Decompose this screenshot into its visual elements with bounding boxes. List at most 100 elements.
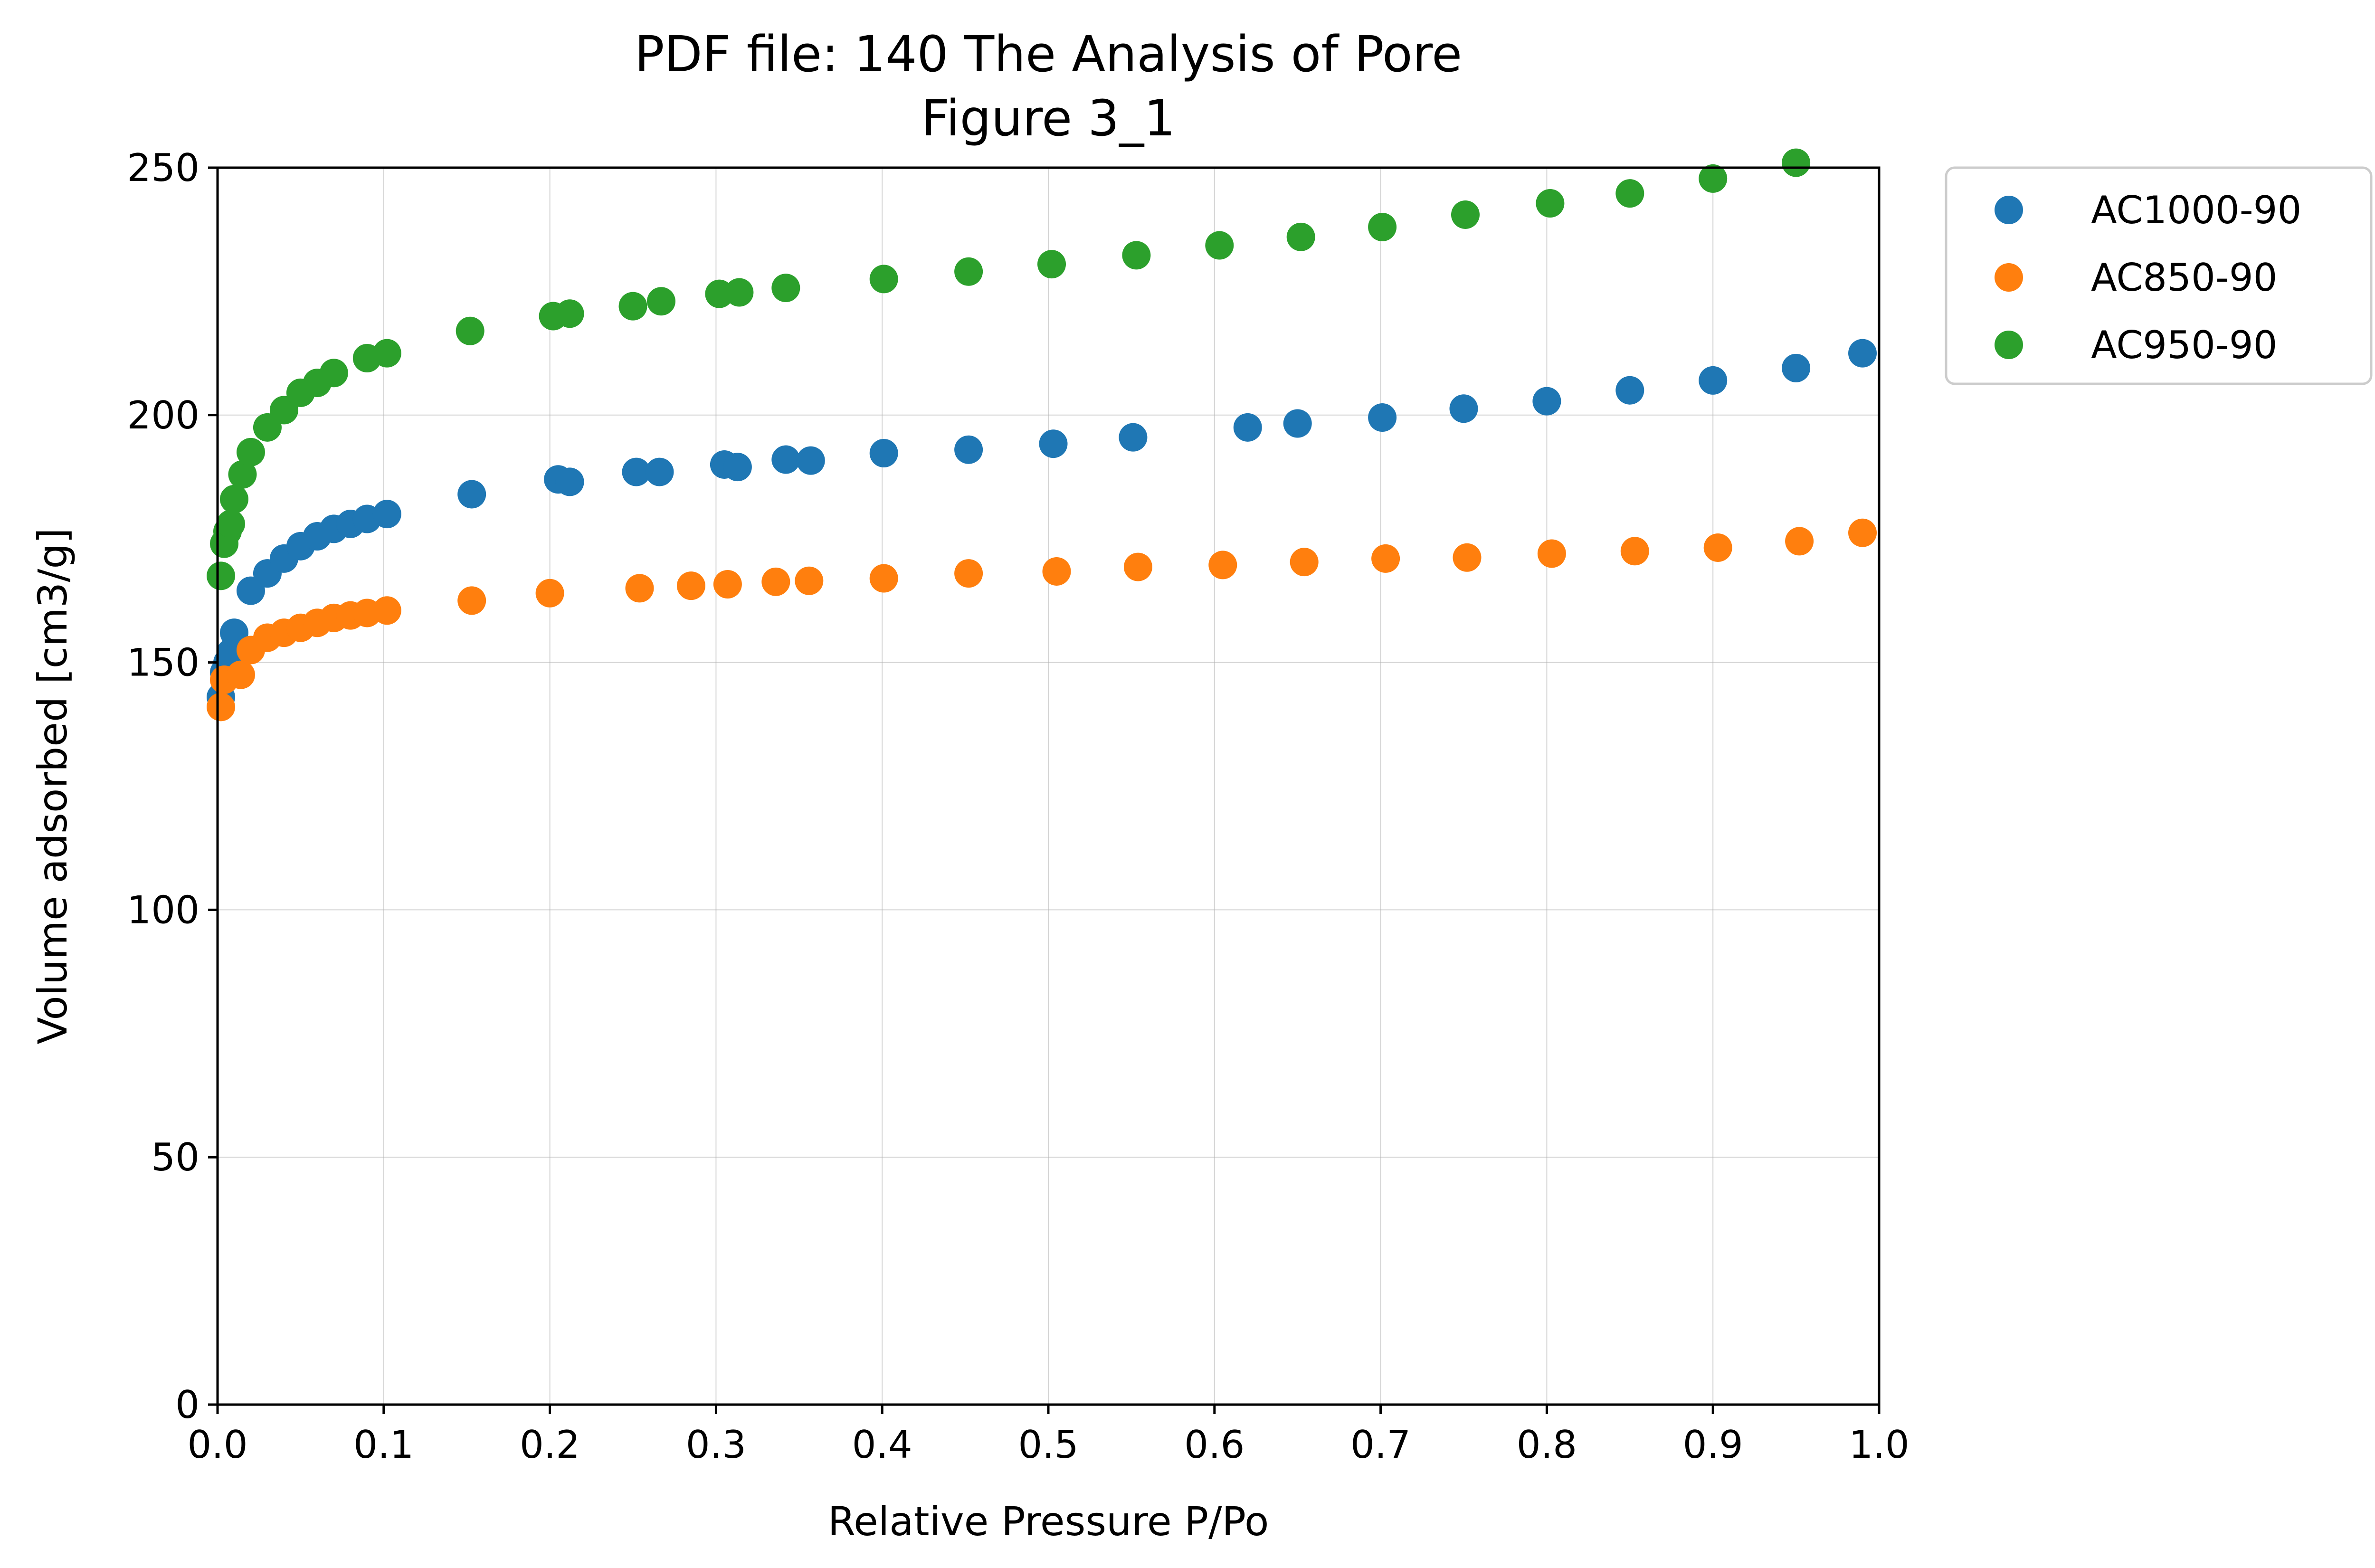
- data-point: [236, 437, 265, 466]
- data-point: [456, 316, 484, 345]
- data-point: [555, 299, 584, 328]
- data-point: [1449, 394, 1478, 423]
- legend-marker: [1995, 331, 2023, 359]
- data-point: [676, 571, 705, 600]
- data-point: [372, 339, 401, 368]
- x-tick-label: 0.1: [353, 1423, 414, 1467]
- data-point: [1536, 189, 1565, 218]
- data-point: [1208, 551, 1237, 580]
- y-tick-label: 250: [127, 146, 200, 190]
- data-point: [1286, 222, 1315, 251]
- data-point: [713, 570, 742, 599]
- data-point: [535, 579, 564, 608]
- data-point: [1451, 200, 1480, 229]
- data-point: [206, 693, 235, 722]
- y-axis-ticks: 0 50 100 150 200 250: [127, 146, 218, 1427]
- data-point: [1699, 164, 1728, 193]
- data-point: [761, 567, 790, 596]
- data-point: [1042, 557, 1071, 586]
- chart-title: PDF file: 140 The Analysis of Pore: [635, 25, 1462, 83]
- data-point: [1368, 212, 1397, 241]
- data-point: [216, 509, 245, 538]
- data-point: [622, 457, 651, 486]
- data-point: [869, 564, 898, 593]
- data-point: [1848, 518, 1877, 547]
- data-point: [1122, 241, 1151, 270]
- data-point: [795, 566, 824, 595]
- data-point: [555, 467, 584, 496]
- data-point: [372, 500, 401, 529]
- data-point: [618, 292, 647, 321]
- x-tick-label: 0.8: [1517, 1423, 1577, 1467]
- data-point: [228, 460, 257, 489]
- data-point: [1699, 366, 1728, 395]
- data-point: [206, 561, 235, 590]
- data-point: [1368, 403, 1397, 432]
- data-point: [771, 274, 800, 303]
- data-point: [372, 596, 401, 625]
- data-point: [1123, 552, 1152, 581]
- y-tick-label: 150: [127, 641, 200, 685]
- legend-box: [1945, 166, 2373, 385]
- data-point: [1453, 543, 1482, 572]
- legend-marker: [1995, 263, 2023, 292]
- legend-marker: [1995, 196, 2023, 224]
- x-tick-label: 0.2: [520, 1423, 580, 1467]
- data-point: [725, 278, 754, 307]
- legend-label: AC950-90: [2091, 323, 2278, 367]
- data-point: [796, 446, 825, 475]
- data-point: [319, 359, 348, 388]
- data-point: [1848, 339, 1877, 368]
- data-point: [457, 480, 486, 509]
- data-point: [1119, 423, 1148, 452]
- data-point: [645, 457, 674, 486]
- y-tick-label: 50: [151, 1135, 200, 1179]
- x-axis-label: Relative Pressure P/Po: [828, 1498, 1269, 1545]
- data-point: [1782, 148, 1811, 177]
- data-point: [723, 453, 752, 482]
- legend-items: AC1000-90 AC850-90 AC950-90: [1995, 188, 2301, 367]
- y-tick-label: 200: [127, 393, 200, 437]
- data-point: [1205, 231, 1234, 260]
- x-tick-label: 0.9: [1683, 1423, 1743, 1467]
- series-AC850-90: [206, 518, 1877, 722]
- data-point: [226, 660, 255, 689]
- data-point: [1283, 409, 1312, 438]
- data-point: [771, 445, 800, 474]
- data-points: [206, 148, 1877, 722]
- data-point: [1785, 527, 1814, 556]
- data-point: [1037, 250, 1066, 279]
- data-point: [1537, 539, 1566, 568]
- data-point: [1371, 544, 1400, 573]
- x-tick-label: 0.3: [686, 1423, 746, 1467]
- data-point: [646, 287, 675, 316]
- data-point: [457, 586, 486, 615]
- data-point: [954, 559, 983, 588]
- data-point: [1039, 429, 1068, 458]
- chart-subtitle: Figure 3_1: [922, 89, 1176, 147]
- data-point: [1615, 179, 1644, 208]
- x-tick-label: 0.6: [1184, 1423, 1244, 1467]
- x-tick-label: 0.5: [1018, 1423, 1078, 1467]
- data-point: [625, 574, 654, 603]
- y-tick-label: 100: [127, 888, 200, 932]
- data-point: [1290, 548, 1319, 577]
- data-point: [869, 265, 898, 294]
- y-tick-label: 0: [175, 1383, 200, 1427]
- legend: AC1000-90 AC850-90 AC950-90: [1945, 166, 2373, 385]
- data-point: [869, 439, 898, 468]
- data-point: [1782, 353, 1811, 382]
- data-point: [1532, 387, 1561, 416]
- x-tick-label: 0.4: [852, 1423, 912, 1467]
- x-tick-label: 0.0: [187, 1423, 247, 1467]
- data-point: [1703, 533, 1732, 562]
- x-tick-label: 0.7: [1350, 1423, 1411, 1467]
- data-point: [954, 435, 983, 464]
- data-point: [1233, 413, 1262, 442]
- y-axis-label: Volume adsorbed [cm3/g]: [29, 528, 76, 1044]
- data-point: [219, 485, 248, 513]
- data-point: [1615, 376, 1644, 405]
- data-point: [1620, 537, 1649, 566]
- legend-label: AC1000-90: [2091, 188, 2301, 232]
